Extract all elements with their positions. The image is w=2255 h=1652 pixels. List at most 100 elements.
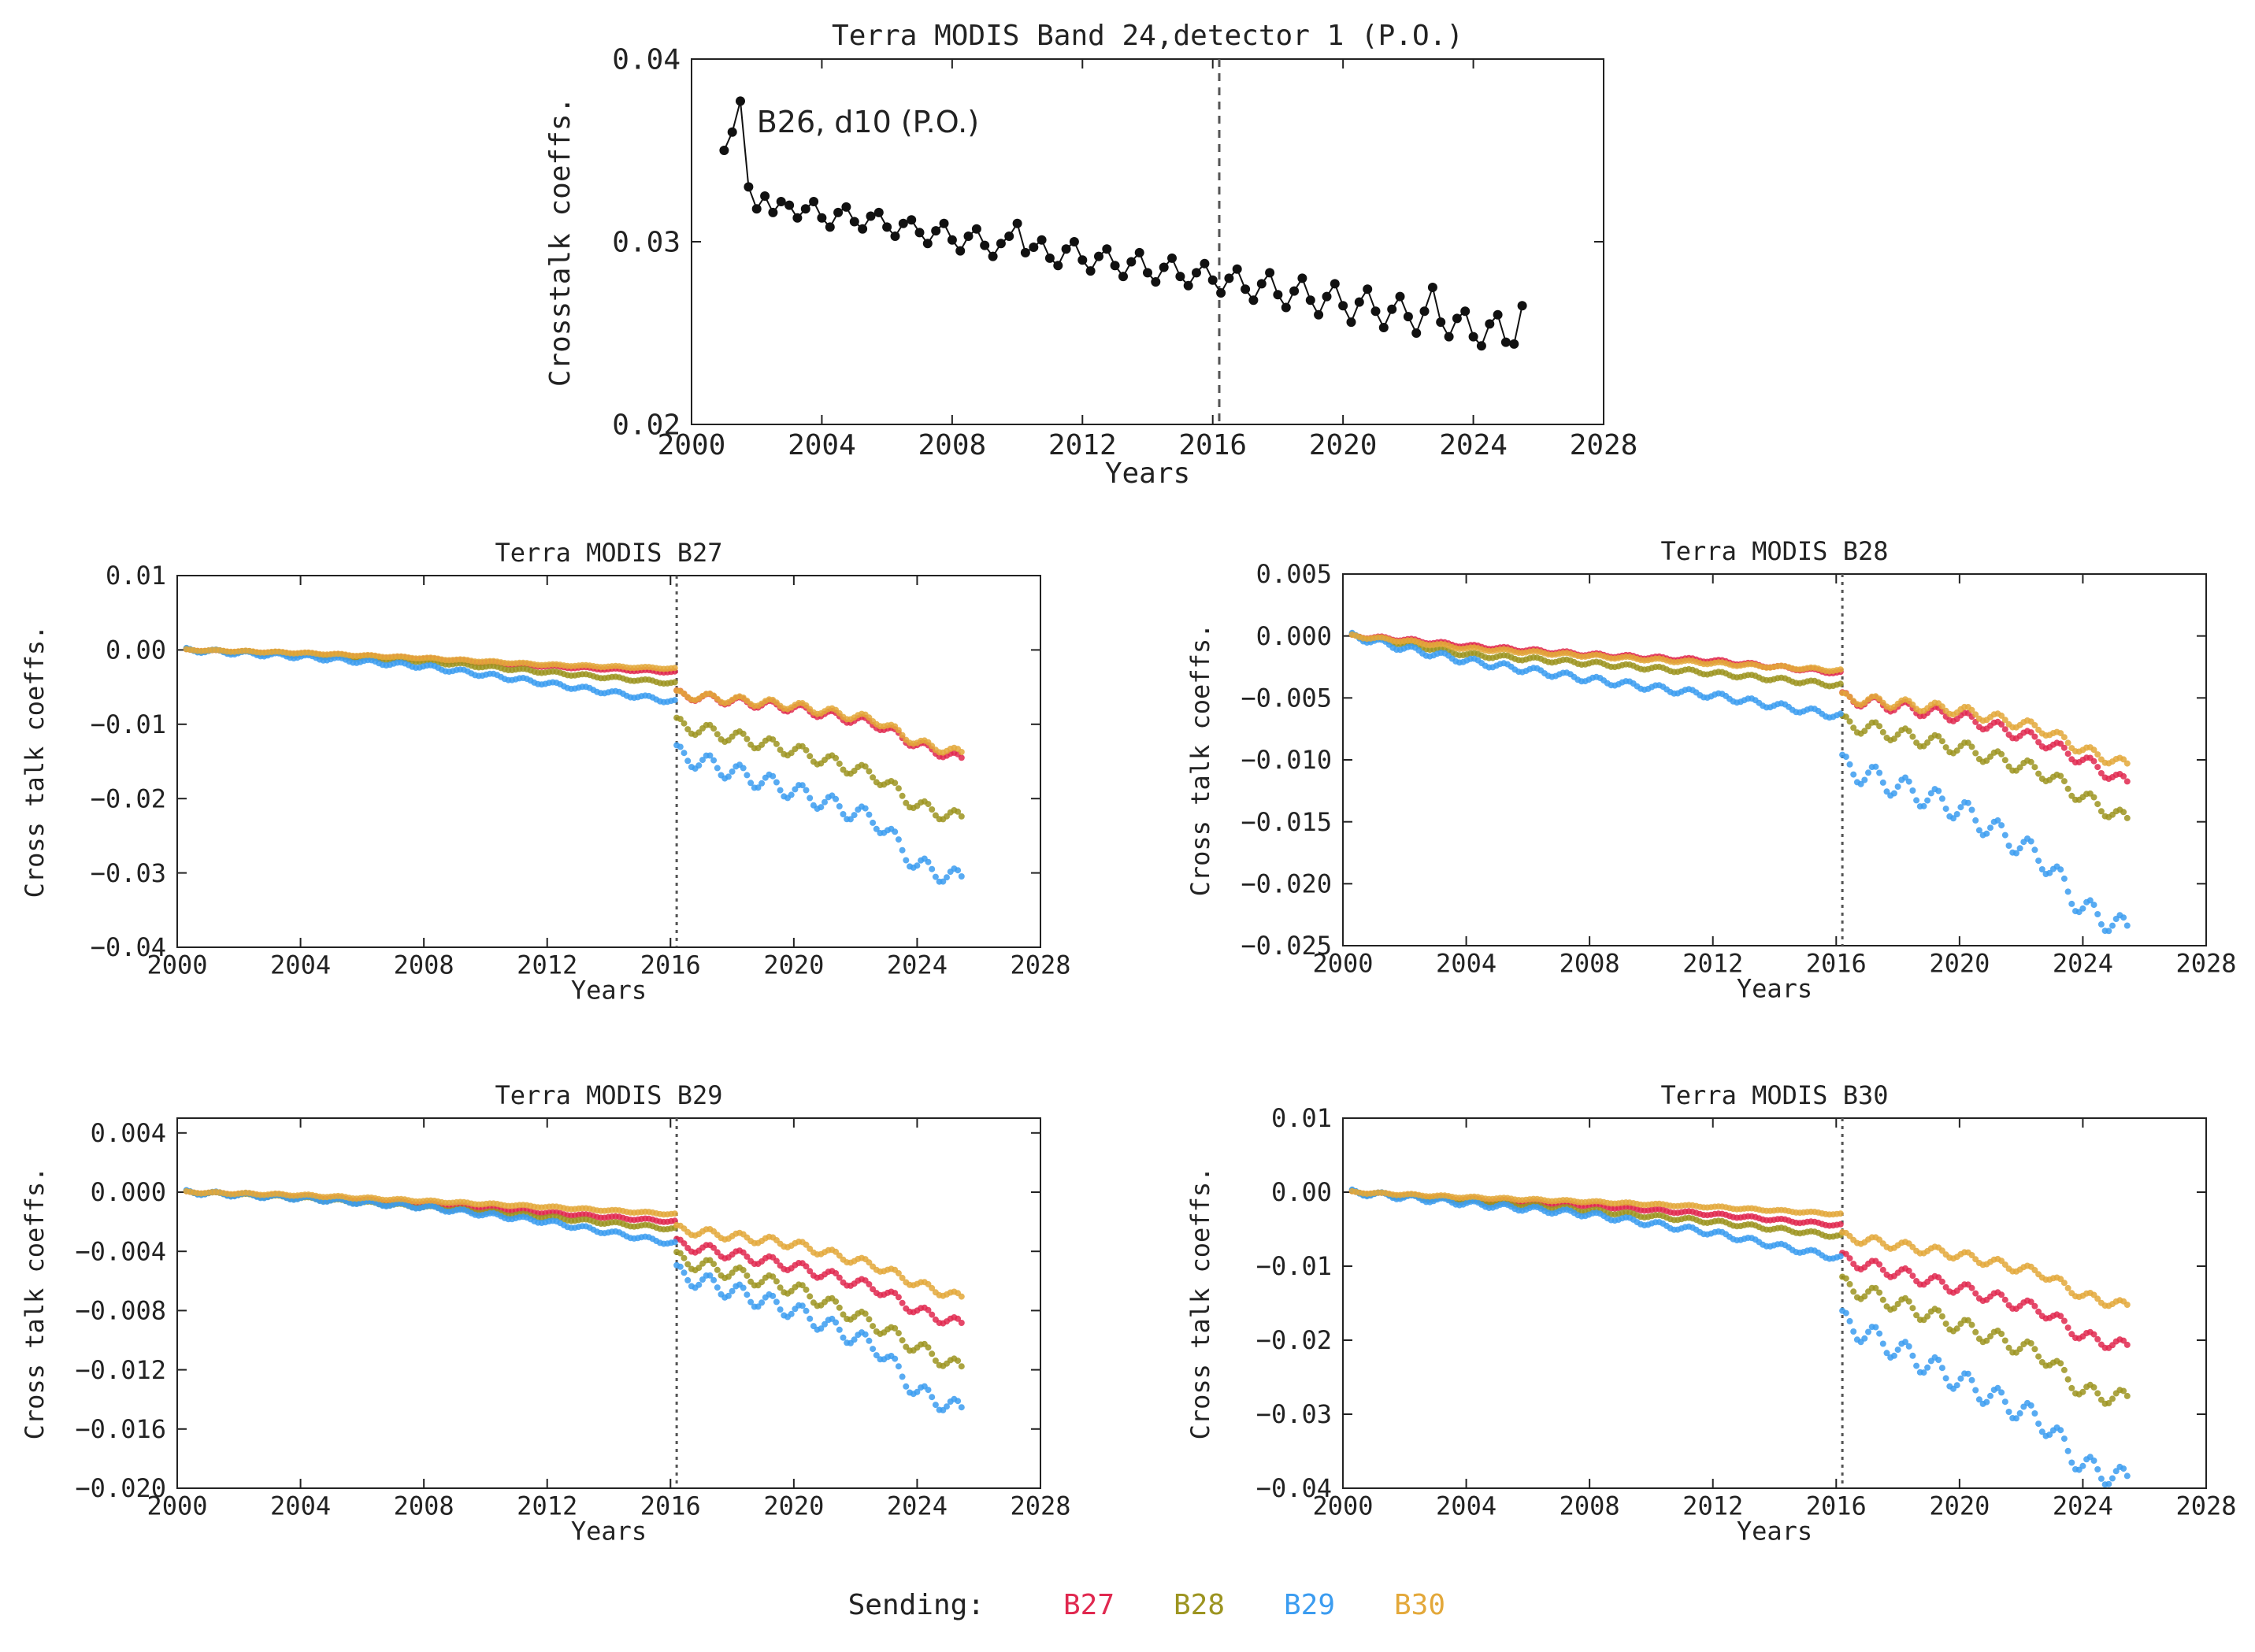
- data-point: [2120, 809, 2127, 816]
- y-axis-label: Crosstalk coeffs.: [544, 97, 577, 387]
- data-point: [777, 746, 784, 754]
- data-point: [770, 736, 777, 743]
- data-point: [895, 836, 902, 843]
- data-point: [695, 729, 703, 736]
- data-point: [740, 1284, 747, 1291]
- data-point: [799, 782, 806, 789]
- x-tick-label: 2004: [1436, 1491, 1497, 1521]
- data-point: [1883, 1350, 1890, 1357]
- data-point: [929, 806, 936, 813]
- data-point: [2109, 1475, 2116, 1482]
- data-point: [2064, 888, 2071, 895]
- data-point: [1837, 1253, 1844, 1260]
- data-point: [1837, 1220, 1844, 1228]
- data-point: [799, 1282, 806, 1289]
- data-point: [2097, 920, 2105, 928]
- data-point: [776, 197, 786, 206]
- data-point: [899, 1299, 906, 1306]
- data-point: [1004, 232, 1014, 241]
- x-tick-label: 2020: [763, 950, 824, 980]
- data-point: [944, 874, 950, 881]
- data-point: [1883, 788, 1890, 795]
- x-tick-label: 2028: [2175, 949, 2236, 979]
- y-tick-label: 0.01: [106, 561, 166, 591]
- data-point: [788, 1310, 795, 1317]
- data-point: [2057, 730, 2064, 737]
- data-point: [2123, 814, 2131, 821]
- x-tick-label: 2008: [1560, 949, 1620, 979]
- data-point: [1902, 774, 1908, 781]
- data-point: [1972, 711, 1979, 718]
- data-point: [725, 773, 732, 780]
- data-point: [955, 1358, 962, 1365]
- data-point: [866, 1316, 873, 1323]
- data-point: [2094, 1390, 2101, 1397]
- y-tick-label: 0.01: [1271, 1103, 1332, 1133]
- data-point: [1968, 1376, 1975, 1383]
- x-tick-label: 2024: [887, 1491, 948, 1521]
- data-point: [866, 211, 876, 221]
- data-point: [1935, 1357, 1942, 1363]
- data-point: [895, 727, 902, 734]
- data-point: [980, 240, 990, 250]
- data-point: [1876, 1330, 1883, 1337]
- data-point: [2001, 1261, 2008, 1269]
- data-point: [2123, 1302, 2131, 1308]
- data-point: [958, 813, 965, 820]
- data-point: [1987, 753, 1994, 760]
- data-point: [1094, 251, 1103, 261]
- data-point: [2005, 843, 2012, 849]
- data-point: [1938, 1278, 1945, 1285]
- data-point: [1968, 806, 1975, 813]
- data-point: [2001, 1398, 2008, 1406]
- data-point: [1134, 247, 1144, 257]
- data-point: [1837, 710, 1844, 717]
- data-point: [1241, 284, 1251, 294]
- data-point: [1346, 317, 1356, 328]
- data-point: [825, 222, 835, 232]
- data-point: [2027, 1402, 2034, 1409]
- data-point: [1879, 779, 1886, 786]
- data-point: [1224, 273, 1234, 283]
- data-point: [788, 750, 795, 757]
- chart-title: Terra MODIS B27: [495, 538, 723, 568]
- legend-item-b29: B29: [1284, 1589, 1335, 1621]
- data-point: [2094, 751, 2101, 758]
- data-point: [684, 726, 692, 733]
- data-point: [2090, 746, 2097, 754]
- y-tick-label: 0.04: [612, 44, 681, 76]
- data-point: [1861, 776, 1868, 783]
- x-tick-label: 2012: [1682, 949, 1743, 979]
- data-point: [1972, 1387, 1979, 1394]
- data-point: [849, 217, 859, 227]
- data-point: [914, 1388, 921, 1395]
- plot-frame: [176, 1117, 1041, 1489]
- x-tick-label: 2004: [788, 429, 856, 461]
- data-point: [2079, 1462, 2086, 1469]
- data-point: [899, 792, 906, 799]
- data-point: [2097, 770, 2105, 776]
- data-point: [851, 1336, 858, 1343]
- x-tick-label: 2008: [394, 950, 454, 980]
- data-point: [2064, 1324, 2071, 1332]
- data-point: [899, 846, 906, 854]
- data-point: [833, 754, 840, 761]
- data-point: [1192, 268, 1201, 278]
- data-point: [1044, 253, 1055, 263]
- data-point: [1876, 695, 1883, 702]
- series-b29: [1348, 1186, 2131, 1488]
- data-point: [958, 749, 965, 755]
- data-point: [671, 679, 678, 686]
- data-point: [947, 235, 957, 245]
- data-point: [1950, 815, 1956, 822]
- panel-b28: 2000 2004 2008 2012 2016 2020 2024 2028 0.005 0.0…: [1185, 536, 2237, 1004]
- series-b30: [1348, 632, 2131, 767]
- data-point: [671, 697, 678, 704]
- data-point: [903, 799, 910, 806]
- data-point: [770, 1292, 777, 1299]
- data-point: [1876, 1289, 1883, 1296]
- data-point: [929, 1284, 936, 1291]
- data-point: [744, 1253, 751, 1260]
- data-point: [2035, 857, 2042, 865]
- data-point: [755, 1303, 762, 1310]
